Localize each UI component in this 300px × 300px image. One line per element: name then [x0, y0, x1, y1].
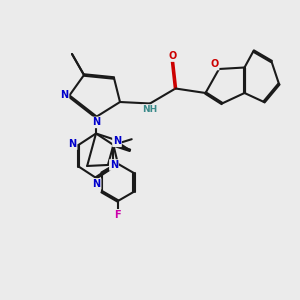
Text: N: N: [60, 89, 69, 100]
Text: N: N: [110, 160, 118, 170]
Text: F: F: [115, 210, 121, 220]
Text: O: O: [210, 59, 219, 70]
Text: N: N: [92, 179, 101, 189]
Text: N: N: [92, 117, 100, 128]
Text: O: O: [168, 51, 177, 61]
Text: N: N: [68, 139, 77, 149]
Text: N: N: [113, 136, 121, 146]
Text: NH: NH: [142, 105, 158, 114]
